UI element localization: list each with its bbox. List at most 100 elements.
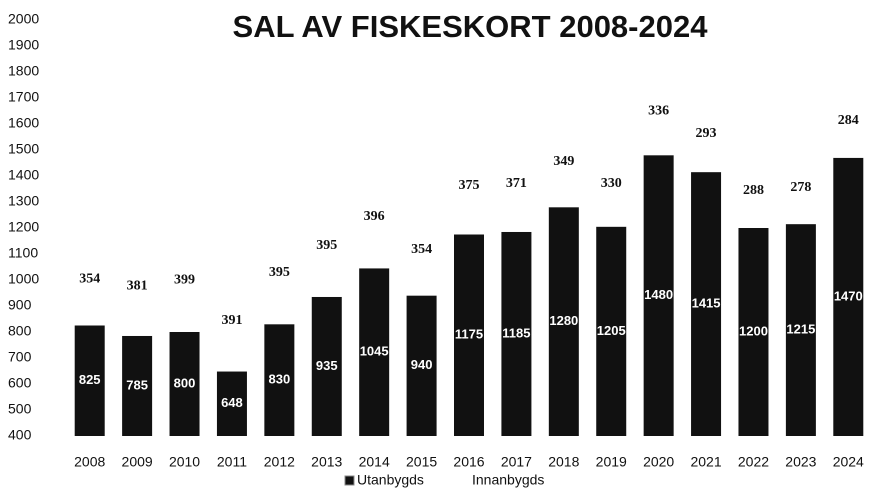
bar-segment	[122, 236, 153, 336]
y-tick-label: 1800	[8, 63, 39, 79]
bar-segment	[169, 228, 200, 332]
bar-segment	[643, 155, 674, 436]
x-tick-label: 2016	[453, 454, 484, 470]
y-tick-label: 800	[8, 323, 32, 339]
y-tick-label: 600	[8, 375, 32, 391]
y-tick-label: 900	[8, 297, 32, 313]
data-label: 1470	[834, 288, 863, 303]
bar-segment	[548, 207, 579, 436]
bar-segment	[406, 295, 437, 436]
x-tick-label: 2024	[833, 454, 864, 470]
bar-segment	[264, 324, 295, 436]
data-label: 330	[601, 176, 622, 191]
data-label: 284	[838, 113, 859, 128]
data-label: 800	[174, 375, 196, 390]
bar-segment	[501, 135, 532, 232]
data-label: 371	[506, 176, 527, 191]
data-label: 940	[411, 357, 433, 372]
data-label: 785	[126, 377, 148, 392]
bar-segment	[596, 140, 627, 227]
bar-segment	[833, 157, 864, 437]
bar-segment	[359, 268, 390, 436]
data-label: 293	[696, 126, 717, 141]
x-tick-label: 2017	[501, 454, 532, 470]
x-tick-label: 2010	[169, 454, 200, 470]
x-tick-label: 2012	[264, 454, 295, 470]
data-label: 648	[221, 395, 243, 410]
data-label: 381	[127, 279, 148, 294]
x-tick-label: 2013	[311, 454, 342, 470]
data-label: 825	[79, 372, 101, 387]
y-tick-label: 1600	[8, 115, 39, 131]
data-label: 1415	[692, 295, 721, 310]
data-label: 395	[269, 265, 290, 280]
x-tick-label: 2011	[217, 454, 247, 470]
data-label: 354	[79, 272, 100, 287]
x-tick-label: 2020	[643, 454, 674, 470]
bar-segment	[738, 153, 769, 228]
data-label: 830	[269, 372, 291, 387]
x-tick-label: 2022	[738, 454, 769, 470]
y-tick-label: 1300	[8, 193, 39, 209]
bar-segment	[74, 325, 105, 436]
data-label: 399	[174, 272, 195, 287]
data-label: 1215	[786, 321, 815, 336]
bar-segment	[454, 234, 484, 436]
bar-segment	[359, 165, 390, 269]
x-tick-label: 2019	[596, 454, 627, 470]
legend-swatch	[460, 476, 469, 485]
bar-segment	[74, 233, 105, 326]
data-label: 278	[790, 180, 811, 195]
y-tick-label: 1900	[8, 37, 39, 53]
data-label: 375	[459, 178, 480, 193]
legend-swatch	[344, 475, 355, 486]
legend-label: Utanbygds	[357, 472, 424, 488]
bar-segment	[785, 151, 816, 225]
y-tick-label: 1500	[8, 141, 39, 157]
data-label: 1175	[455, 327, 483, 342]
bar-segment	[738, 228, 769, 436]
bar-segment	[548, 116, 579, 208]
data-label: 1280	[549, 313, 578, 328]
bar-segment	[691, 95, 722, 173]
data-label: 395	[316, 238, 337, 253]
y-tick-label: 1100	[8, 245, 38, 261]
bar-segment	[833, 83, 864, 158]
y-tick-label: 400	[8, 427, 32, 443]
bar-segment	[643, 67, 674, 156]
bar-segment	[216, 371, 247, 436]
data-label: 349	[553, 154, 574, 169]
data-label: 935	[316, 358, 338, 373]
x-tick-label: 2018	[548, 454, 579, 470]
bar-segment	[785, 224, 816, 436]
bar-segment	[264, 221, 295, 325]
legend-label: Innanbygds	[472, 472, 544, 488]
y-tick-label: 1000	[8, 271, 39, 287]
data-label: 1045	[360, 344, 389, 359]
y-tick-label: 1400	[8, 167, 39, 183]
data-label: 1185	[502, 325, 530, 340]
data-label: 1200	[739, 323, 768, 338]
data-label: 1480	[644, 287, 673, 302]
x-tick-label: 2015	[406, 454, 437, 470]
x-tick-label: 2009	[122, 454, 153, 470]
bar-segment	[406, 203, 437, 296]
x-tick-label: 2008	[74, 454, 105, 470]
x-tick-label: 2023	[785, 454, 816, 470]
data-label: 288	[743, 183, 764, 198]
x-tick-label: 2014	[359, 454, 390, 470]
bar-segment	[691, 172, 722, 436]
data-label: 396	[364, 209, 385, 224]
y-tick-label: 700	[8, 349, 32, 365]
y-tick-label: 2000	[8, 11, 39, 27]
y-tick-label: 500	[8, 401, 32, 417]
data-label: 336	[648, 104, 669, 119]
bar-segment	[311, 296, 342, 436]
chart-title: SAL AV FISKESKORT 2008-2024	[233, 9, 709, 44]
data-label: 354	[411, 242, 432, 257]
bar-segment	[596, 226, 627, 436]
bar-segment	[216, 269, 247, 372]
data-label: 391	[221, 313, 242, 328]
y-tick-label: 1200	[8, 219, 39, 235]
